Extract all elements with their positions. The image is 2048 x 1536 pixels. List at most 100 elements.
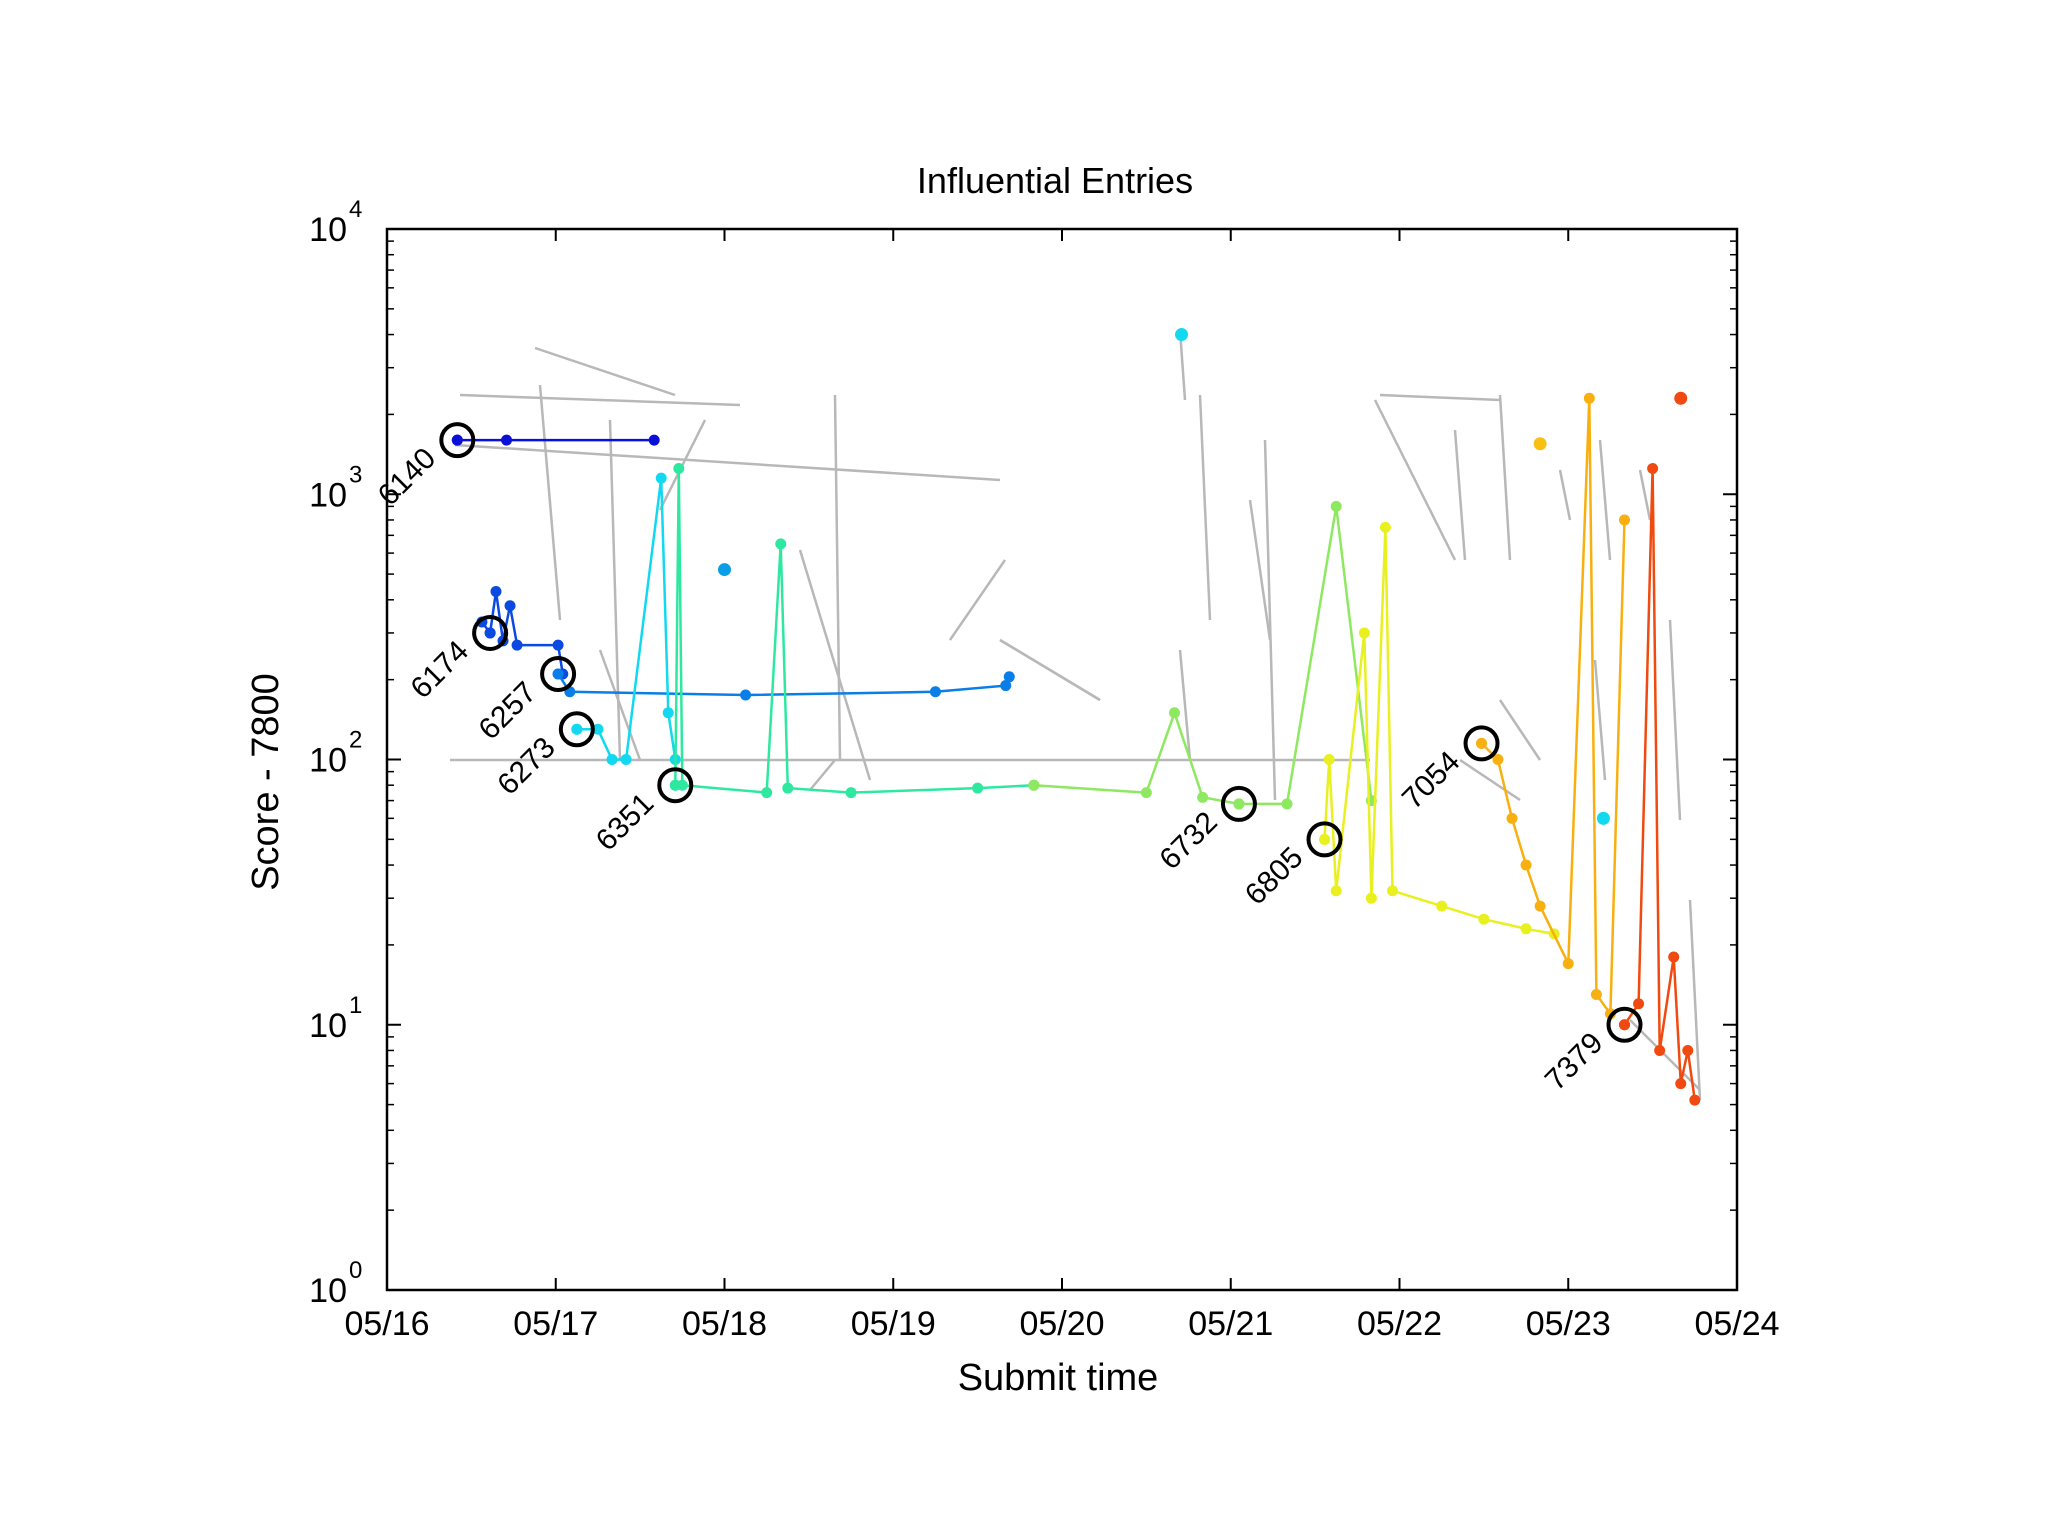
data-point: [655, 472, 667, 484]
y-tick-exponent: 1: [349, 992, 362, 1019]
background-trace: [1178, 649, 1192, 761]
influential-marker-7054: [1463, 725, 1500, 762]
data-point: [1028, 779, 1040, 791]
influential-marker-6351: [657, 767, 694, 804]
background-trace: [798, 549, 872, 781]
data-point: [1562, 958, 1574, 970]
data-point: [1169, 707, 1180, 719]
influential-marker-6732: [1220, 785, 1257, 822]
background-trace: [1248, 499, 1272, 641]
data-point: [552, 668, 564, 680]
y-tick-label: 10: [309, 742, 347, 780]
background-trace: [534, 346, 676, 397]
background-trace: [538, 384, 562, 621]
data-point: [1668, 951, 1680, 963]
x-tick-label: 05/22: [1357, 1305, 1442, 1343]
background-trace: [1638, 469, 1652, 521]
background-trace: [598, 649, 642, 761]
y-tick-label: 10: [309, 476, 347, 514]
data-point: [1534, 900, 1546, 912]
data-point: [673, 463, 685, 475]
tick-labels: 05/16 05/17 05/18 05/19 05/20 05/21 05/22 05/23…: [309, 196, 1779, 1343]
x-tick-label: 05/21: [1188, 1305, 1273, 1343]
data-point: [972, 782, 984, 794]
data-point: [606, 754, 618, 765]
data-point: [761, 787, 773, 799]
influential-marker-6174: [472, 614, 509, 651]
background-trace: [1558, 469, 1572, 521]
series-line-5: [1033, 506, 1373, 806]
background-trace: [809, 759, 836, 791]
data-point: [648, 434, 660, 446]
series-line-8: [1623, 468, 1697, 1101]
data-point: [571, 723, 583, 735]
x-tick-label: 05/16: [344, 1305, 429, 1343]
background-trace: [1459, 758, 1521, 802]
data-point: [1175, 328, 1189, 342]
data-point: [1365, 892, 1377, 904]
data-point: [1520, 923, 1532, 935]
data-point: [1533, 437, 1547, 451]
influential-marker-6257: [540, 656, 577, 693]
background-trace: [1498, 699, 1542, 761]
x-tick-label: 05/24: [1694, 1305, 1779, 1343]
background-trace: [1598, 439, 1612, 561]
data-point: [775, 538, 787, 550]
background-trace: [1688, 899, 1702, 1101]
data-point: [1682, 1044, 1694, 1056]
data-point: [501, 434, 513, 446]
background-trace: [948, 559, 1007, 641]
data-point: [782, 782, 794, 794]
data-point: [1233, 798, 1245, 810]
axes: [385, 227, 1739, 1292]
data-point: [1319, 833, 1330, 845]
y-tick-exponent: 0: [349, 1257, 362, 1284]
background-trace: [833, 394, 842, 761]
data-point: [1140, 787, 1152, 799]
data-point: [1492, 754, 1504, 765]
data-point: [1386, 885, 1398, 897]
data-point: [1619, 514, 1630, 526]
background-trace: [1453, 429, 1467, 561]
background-trace: [1668, 619, 1682, 821]
data-point: [1674, 391, 1688, 405]
data-point: [1323, 754, 1335, 765]
influential-marker-6140: [439, 422, 476, 459]
data-point: [1379, 521, 1391, 533]
data-point: [1476, 737, 1488, 749]
background-trace: [1198, 394, 1212, 621]
data-point: [1003, 671, 1015, 683]
data-point: [718, 563, 731, 577]
background-trace: [459, 393, 741, 407]
background-trace: [1379, 393, 1501, 402]
data-point: [484, 627, 496, 639]
data-point: [620, 754, 632, 765]
y-tick-label: 10: [309, 211, 347, 249]
data-point: [1197, 791, 1209, 803]
background-trace: [1373, 399, 1457, 561]
data-point: [1281, 798, 1293, 810]
series-line-7: [1480, 398, 1626, 1018]
data-point: [1520, 859, 1532, 871]
background-trace: [1498, 394, 1512, 561]
data-point: [490, 585, 502, 597]
influential-marker-6805: [1306, 821, 1343, 858]
x-tick-label: 05/17: [513, 1305, 598, 1343]
data-point: [1689, 1094, 1701, 1106]
data-point: [1000, 680, 1012, 692]
x-tick-label: 05/18: [682, 1305, 767, 1343]
data-point: [504, 600, 516, 612]
data-point: [1647, 463, 1659, 475]
data-point: [1506, 812, 1518, 824]
data-point: [740, 689, 752, 701]
data-point: [592, 723, 604, 735]
data-point: [1330, 500, 1342, 512]
data-point: [1478, 913, 1490, 925]
chart-title: Influential Entries: [917, 160, 1193, 201]
x-tick-label: 05/20: [1019, 1305, 1104, 1343]
data-point: [1675, 1078, 1687, 1090]
y-tick-exponent: 3: [349, 461, 362, 488]
y-tick-exponent: 2: [349, 727, 362, 754]
data-point: [1590, 989, 1602, 1001]
data-point: [1583, 392, 1595, 404]
